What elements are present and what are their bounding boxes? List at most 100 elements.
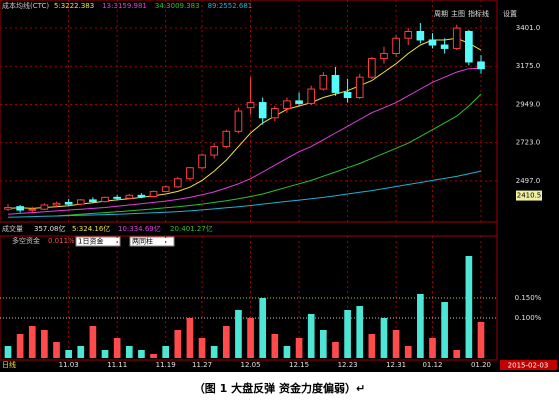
candle-body [343,91,352,98]
fund-bar [295,338,303,358]
candle-body [368,58,376,78]
fund-bar [429,338,436,358]
fund-bar [271,334,279,358]
fund-bar [4,346,12,358]
toolbar-button[interactable]: 主图 [451,9,465,18]
fund-bar [477,322,485,358]
period-label: 日线 [2,360,16,369]
candle-body [4,207,12,210]
y-tick-label: 3401.0 [516,24,541,32]
fund-bar [162,346,170,358]
fund-bar [465,256,473,358]
candle-body [89,199,97,203]
x-tick-label: 11.19 [156,361,176,369]
fund-bar [53,342,60,358]
fund-bar [210,346,218,358]
toolbar-button[interactable]: 设置 [503,9,517,18]
sub-current: 0.011% [48,237,75,245]
fund-bar [28,326,36,358]
candle-body [101,196,109,203]
candle-body [477,61,485,70]
fund-bar [77,346,85,358]
volume-ma: 5:324.16亿 [72,224,110,233]
fund-bar [380,318,388,358]
y-tick-label: 2949.0 [516,100,541,108]
candle-body [137,194,146,198]
dropdown-label[interactable]: 两同柱 [132,237,153,246]
ma-line [7,37,482,209]
x-tick-label: 12.05 [241,361,261,369]
candle-body [355,76,364,98]
sub-title: 多空资金 [12,236,40,245]
fund-bar [150,354,157,358]
fund-bar [138,350,145,358]
dropdown[interactable] [75,236,121,247]
candle-body [16,206,24,211]
fund-bar [441,302,448,358]
highlight-box [516,190,542,201]
y-tick-label: 2497.0 [516,177,541,185]
legend-entry: 89:2552.681 [208,2,253,10]
candle-body [210,146,219,156]
fund-bar [89,326,97,358]
fund-bar [186,318,194,358]
toolbar-button[interactable]: 指标线 [468,9,489,18]
volume-title: 成交量 [2,224,23,233]
candle-body [173,178,182,188]
x-tick-label: 01.12 [422,361,442,369]
fund-bar [319,330,327,358]
dropdown-label[interactable]: 1日资金 [78,237,103,246]
fund-bar [16,334,24,358]
candle-body [149,190,158,198]
candle-body [319,74,328,90]
candle-body [440,44,449,49]
candle-body [452,27,461,49]
x-tick-label: 12.23 [338,361,358,369]
fund-bar [247,318,254,358]
fund-bar [174,330,182,358]
x-tick-label: 12.15 [289,361,309,369]
fund-bar [344,310,351,358]
candle-body [186,167,194,180]
fund-bar [356,306,364,358]
fund-bar [332,342,339,358]
dropdown[interactable] [129,236,175,247]
volume-ma: 10:334.69亿 [118,224,161,233]
sub-y-tick-label: 0.100% [515,314,542,322]
toolbar-button[interactable]: 周期 [434,10,448,18]
candle-body [113,196,121,199]
candle-body [28,208,37,211]
y-tick-label: 3175.0 [516,62,541,70]
candle-body [258,102,267,119]
fund-bar [113,338,121,358]
legend-entry: 5:3222.383 [54,2,94,10]
x-tick-label: 11.03 [59,361,79,369]
fund-bar [65,350,72,358]
x-tick-label: 11.27 [192,361,212,369]
chart: 成本均线(CTC) 成交量 357.08亿 5:324.16亿 10:334.6… [0,0,559,372]
highlight-label: 2410.5 [517,192,542,200]
candle-body [283,100,291,109]
candle-body [295,100,303,104]
ma-line [7,170,482,218]
candle-body [404,30,413,39]
legend-entry: 34:3009.383 [155,2,200,10]
candle-body [52,202,61,206]
fund-bar [404,346,412,358]
fund-bar [368,334,376,358]
x-tick-label: 11.11 [107,361,127,369]
fund-bar [417,294,424,358]
candle-body [416,30,425,41]
fund-bar [198,338,206,358]
fund-bar [259,298,267,358]
candle-body [40,204,49,210]
candle-body [331,74,340,93]
fund-bar [101,350,109,358]
candle-body [428,39,437,46]
sub-y-tick-label: 0.150% [515,294,542,302]
candle-body [125,194,134,199]
date-box [500,360,557,370]
candle-body [307,88,316,104]
caption: （图 1 大盘反弹 资金力度偏弱）↵ [193,382,366,395]
